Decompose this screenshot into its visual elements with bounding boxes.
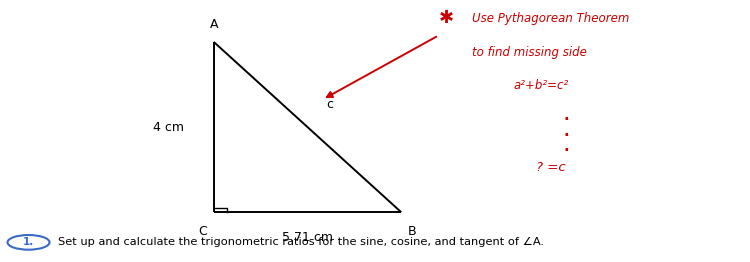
Text: B: B bbox=[408, 225, 417, 238]
Text: 1.: 1. bbox=[22, 237, 34, 247]
Text: to find missing side: to find missing side bbox=[472, 46, 587, 59]
Text: c: c bbox=[326, 98, 334, 111]
Text: C: C bbox=[198, 225, 207, 238]
Text: .: . bbox=[563, 139, 569, 154]
Text: 4 cm: 4 cm bbox=[153, 121, 184, 134]
Text: ? =c: ? =c bbox=[536, 161, 566, 174]
Text: .: . bbox=[563, 108, 569, 123]
Text: a²+b²=c²: a²+b²=c² bbox=[514, 79, 569, 92]
Text: .: . bbox=[563, 123, 569, 139]
Text: Set up and calculate the trigonometric ratios for the sine, cosine, and tangent : Set up and calculate the trigonometric r… bbox=[58, 237, 544, 247]
Text: A: A bbox=[209, 18, 218, 31]
Text: ✱: ✱ bbox=[439, 9, 454, 27]
Text: Use Pythagorean Theorem: Use Pythagorean Theorem bbox=[472, 12, 630, 25]
Text: 5.71 cm: 5.71 cm bbox=[282, 231, 333, 244]
